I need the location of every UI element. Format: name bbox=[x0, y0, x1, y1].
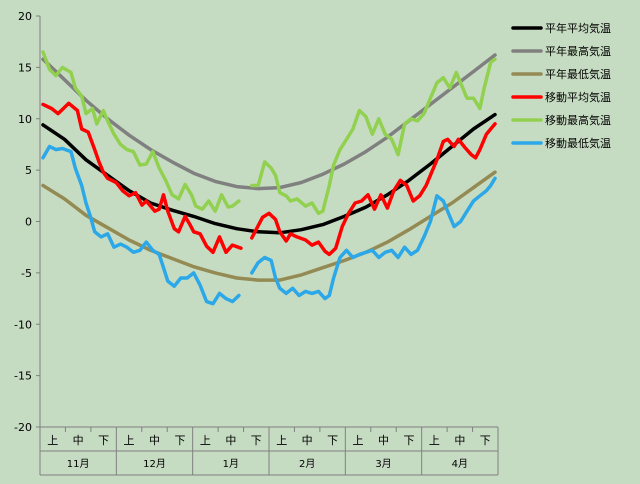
x-sub-label: 中 bbox=[378, 434, 389, 447]
y-tick-label: 20 bbox=[18, 10, 32, 23]
series-line-4-seg1 bbox=[41, 101, 243, 255]
legend-label: 移動平均気温 bbox=[545, 90, 611, 104]
legend-label: 平年最低気温 bbox=[545, 67, 611, 81]
legend-label: 平年最高気温 bbox=[545, 44, 611, 58]
x-sub-label: 下 bbox=[251, 434, 262, 447]
y-tick-label: 5 bbox=[25, 164, 32, 177]
y-tick-label: 0 bbox=[25, 216, 32, 229]
series-line-4-seg2 bbox=[250, 122, 497, 257]
x-sub-label: 中 bbox=[149, 434, 160, 447]
x-month-label: 12月 bbox=[143, 458, 166, 470]
legend-label: 平年平均気温 bbox=[545, 21, 611, 35]
x-sub-label: 上 bbox=[200, 434, 211, 447]
x-sub-label: 上 bbox=[47, 434, 58, 447]
x-sub-label: 下 bbox=[327, 434, 338, 447]
series-line-5-seg1 bbox=[41, 50, 241, 213]
series-line-6-seg2 bbox=[250, 176, 497, 301]
x-sub-label: 下 bbox=[98, 434, 109, 447]
y-tick-label: -15 bbox=[14, 370, 32, 383]
x-sub-label: 上 bbox=[353, 434, 364, 447]
series-line-5-seg2 bbox=[250, 57, 497, 216]
x-month-label: 1月 bbox=[223, 458, 239, 470]
x-sub-label: 上 bbox=[429, 434, 440, 447]
axes: 20151050-5-10-15-20上中下11月上中下12月上中下1月上中下2… bbox=[14, 10, 499, 476]
y-tick-label: 15 bbox=[18, 61, 32, 74]
series-line-6-seg1 bbox=[41, 144, 241, 306]
x-sub-label: 下 bbox=[403, 434, 414, 447]
y-tick-label: -5 bbox=[21, 267, 32, 280]
x-sub-label: 下 bbox=[480, 434, 491, 447]
y-tick-label: -10 bbox=[14, 318, 32, 331]
x-sub-label: 上 bbox=[124, 434, 135, 447]
series-lines bbox=[41, 50, 497, 306]
x-month-label: 4月 bbox=[452, 458, 468, 470]
x-month-label: 2月 bbox=[299, 458, 315, 470]
y-tick-label: -20 bbox=[14, 421, 32, 434]
x-sub-label: 中 bbox=[225, 434, 236, 447]
legend-label: 移動最低気温 bbox=[545, 136, 611, 150]
series-line-2 bbox=[41, 53, 497, 191]
x-sub-label: 下 bbox=[174, 434, 185, 447]
x-month-label: 11月 bbox=[67, 458, 90, 470]
x-sub-label: 中 bbox=[73, 434, 84, 447]
series-line-3 bbox=[41, 170, 497, 282]
x-month-label: 3月 bbox=[375, 458, 391, 470]
y-tick-label: 10 bbox=[18, 113, 32, 126]
x-sub-label: 中 bbox=[454, 434, 465, 447]
legend-label: 移動最高気温 bbox=[545, 113, 611, 127]
x-sub-label: 上 bbox=[276, 434, 287, 447]
x-sub-label: 中 bbox=[302, 434, 313, 447]
